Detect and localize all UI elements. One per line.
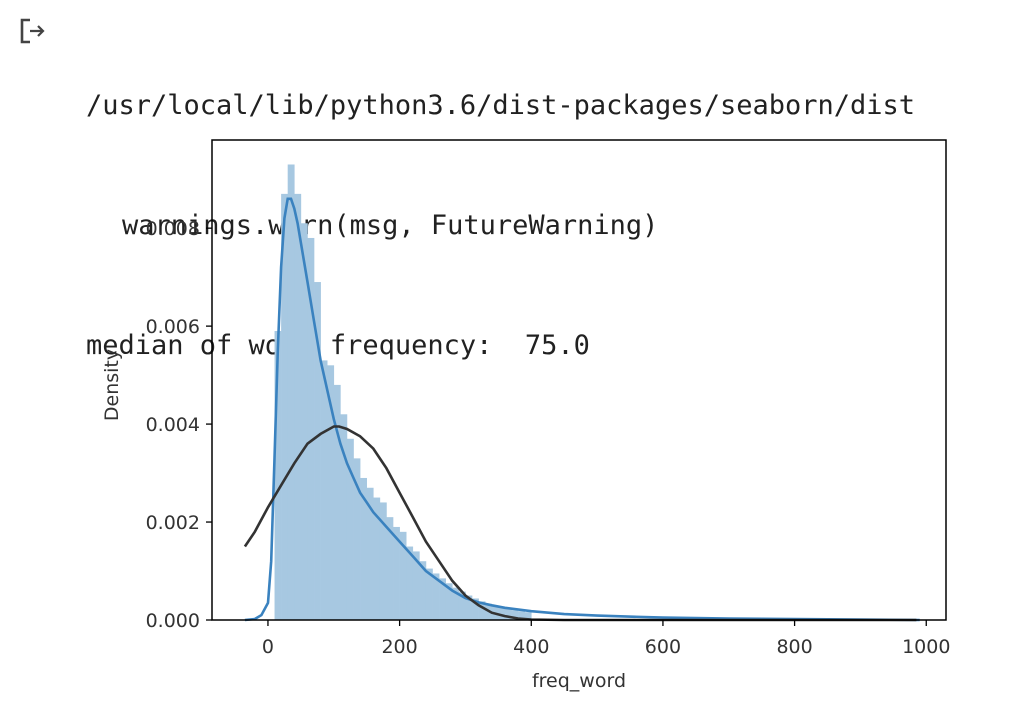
histogram-bar — [504, 608, 512, 620]
console-output: /usr/local/lib/python3.6/dist-packages/s… — [86, 6, 1026, 406]
histogram-bar — [314, 282, 321, 620]
y-tick-label: 0.004 — [146, 414, 200, 436]
histogram-bar — [406, 546, 414, 620]
y-tick-label: 0.000 — [146, 610, 200, 632]
histogram-bar — [366, 487, 374, 620]
histogram-bar — [386, 517, 394, 620]
histogram-bar — [281, 193, 289, 620]
histogram-bar — [498, 607, 506, 620]
x-axis-label: freq_word — [532, 670, 626, 692]
warning-path-line: /usr/local/lib/python3.6/dist-packages/s… — [86, 90, 916, 121]
histogram-bar — [432, 573, 440, 620]
histogram-bars — [274, 164, 532, 621]
y-tick-label: 0.002 — [146, 512, 200, 534]
x-axis-ticks: 0 200 400 600 800 1000 — [262, 620, 950, 658]
histogram-bar — [340, 414, 348, 620]
histogram-bar — [524, 612, 532, 620]
histogram-bar — [472, 598, 479, 620]
histogram-bar — [439, 578, 446, 620]
histogram-bar — [360, 477, 367, 620]
x-tick-label: 1000 — [902, 636, 950, 658]
histogram-bar — [445, 583, 453, 620]
y-axis-label: Density — [101, 349, 123, 421]
plot-frame — [211, 139, 947, 621]
histogram-bar — [425, 568, 433, 620]
histogram-bar — [393, 526, 400, 620]
histogram-bar — [478, 601, 486, 620]
histogram-bar — [320, 360, 328, 620]
x-tick-label: 0 — [262, 636, 274, 658]
histogram-bar — [419, 561, 427, 620]
x-tick-label: 800 — [776, 636, 812, 658]
y-tick-label: 0.006 — [146, 316, 200, 338]
warning-message-line: warnings.warn(msg, FutureWarning) — [122, 210, 659, 241]
histogram-bar — [458, 591, 466, 620]
histogram-bar — [452, 587, 460, 620]
histogram-bar — [373, 497, 381, 620]
histogram-bar — [346, 438, 354, 620]
histogram-bar — [412, 551, 420, 620]
x-tick-label: 600 — [645, 636, 681, 658]
histogram-bar — [307, 237, 315, 621]
histogram-bar — [353, 458, 361, 620]
histogram-bar — [379, 502, 387, 620]
histogram-bar — [511, 610, 519, 620]
x-tick-label: 400 — [513, 636, 549, 658]
histogram-bar — [287, 164, 295, 620]
y-axis-ticks: 0.000 0.002 0.004 0.006 0.008 — [146, 218, 212, 632]
histogram-bar — [294, 193, 302, 620]
x-tick-label: 200 — [381, 636, 417, 658]
histogram-bar — [518, 611, 525, 620]
histogram-bar — [327, 365, 335, 620]
output-arrow-icon[interactable] — [18, 16, 48, 46]
histogram-bar — [333, 384, 341, 620]
histogram-bar — [465, 595, 473, 620]
histogram-bar — [300, 223, 308, 620]
kde-curve — [244, 197, 920, 622]
median-output-line: median of word frequency: 75.0 — [86, 330, 590, 361]
histogram-bar — [274, 331, 282, 620]
histogram-bar — [399, 531, 407, 620]
y-tick-label: 0.008 — [146, 218, 200, 240]
